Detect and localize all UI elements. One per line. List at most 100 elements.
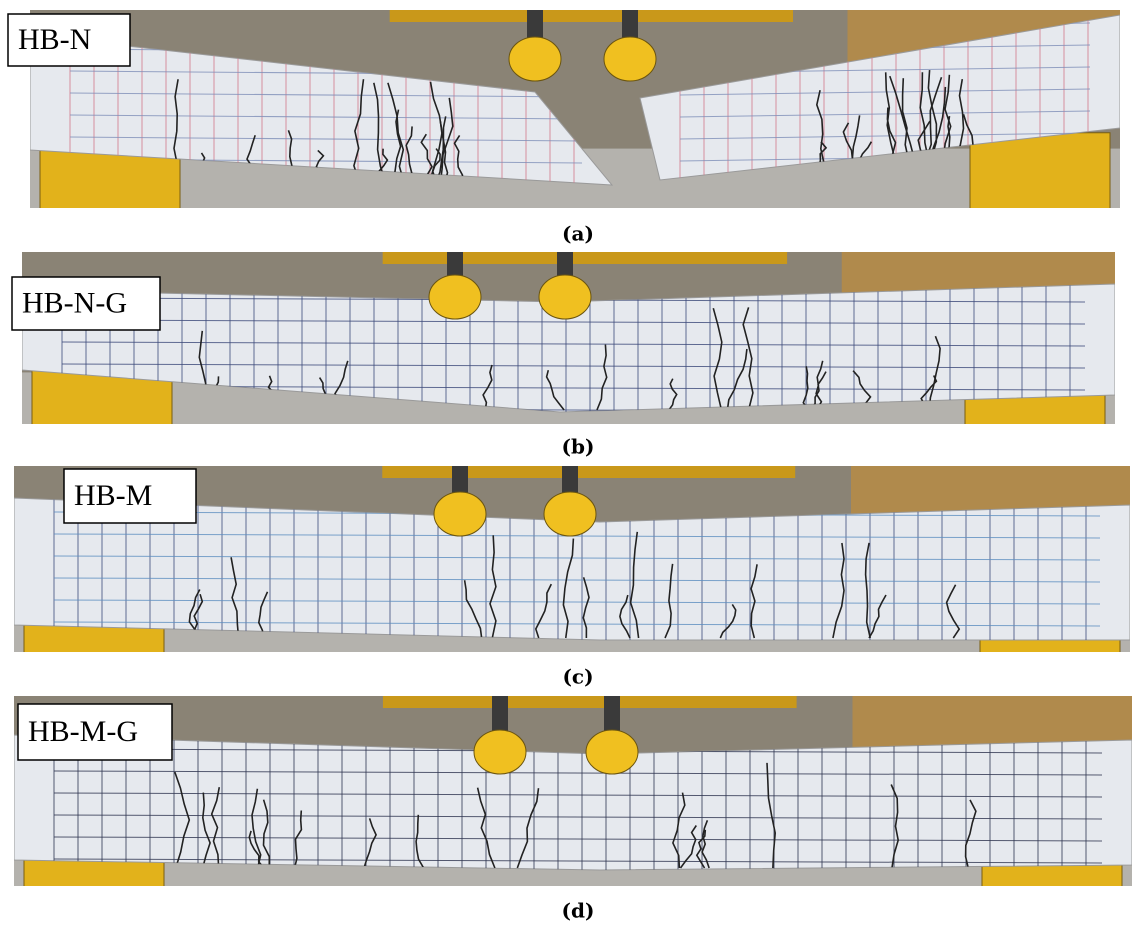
panel-label: HB-M (74, 479, 152, 512)
support (969, 132, 1111, 208)
grid-line (679, 110, 1091, 118)
crack (534, 583, 553, 639)
crack (750, 564, 758, 639)
panel-caption: (a) (562, 222, 594, 246)
load-head (473, 729, 527, 775)
crack (174, 771, 191, 869)
crack (582, 577, 590, 639)
crack (545, 370, 565, 411)
beam (639, 14, 1120, 181)
load-head (585, 729, 639, 775)
crack (353, 79, 365, 184)
crack (463, 580, 483, 639)
crack (945, 584, 961, 639)
grid-line (53, 577, 1101, 583)
panel-caption: (b) (562, 435, 595, 459)
crack (373, 82, 387, 184)
load-head (508, 36, 562, 82)
crack (439, 97, 454, 184)
grid-line (53, 792, 1103, 798)
crack (726, 348, 748, 411)
crack (434, 116, 447, 184)
crack (719, 603, 737, 639)
load-head (543, 491, 597, 537)
crack (392, 109, 402, 184)
crack (766, 762, 777, 869)
crack (619, 594, 631, 639)
load-head (428, 274, 482, 320)
crack (476, 787, 496, 869)
crack (453, 134, 464, 184)
crack (596, 344, 608, 411)
grid-line (53, 555, 1101, 561)
crack (363, 818, 377, 869)
label-box (17, 703, 173, 761)
crack (210, 787, 221, 869)
crack (928, 335, 941, 411)
grid (53, 735, 1103, 870)
crack (864, 542, 871, 639)
crack (868, 594, 887, 639)
panel-label: HB-N (18, 23, 91, 56)
panel-label: HB-M-G (28, 715, 138, 748)
panel-label: HB-N-G (22, 286, 127, 319)
grid-line (53, 858, 1103, 864)
crack (516, 788, 540, 869)
panel-caption: (d) (562, 899, 595, 923)
crack (964, 799, 977, 869)
grid-line (61, 341, 1086, 347)
beam (14, 497, 1130, 641)
grid-line (53, 770, 1103, 776)
crack (890, 784, 900, 869)
crack (802, 366, 810, 411)
photo (30, 10, 1120, 208)
load-head (433, 491, 487, 537)
crack (664, 563, 674, 639)
photo (14, 466, 1130, 652)
crack (809, 371, 827, 411)
crack (428, 81, 443, 184)
grid-line (69, 92, 583, 98)
grid-line (53, 599, 1101, 605)
crack (562, 538, 575, 639)
grid-line (679, 88, 1091, 96)
frame (389, 10, 793, 22)
load-head (538, 274, 592, 320)
load-head (603, 36, 657, 82)
grid-line (61, 363, 1086, 369)
photo (14, 696, 1132, 886)
label-box (7, 13, 131, 67)
grid-line (61, 319, 1086, 325)
crack (415, 814, 425, 869)
crack (489, 535, 497, 639)
crack (712, 307, 723, 411)
frame (382, 466, 796, 478)
crack (672, 792, 686, 869)
label-box (63, 468, 197, 524)
crack (742, 307, 754, 411)
frame (382, 696, 797, 708)
grid-line (69, 114, 583, 120)
crack (679, 825, 697, 869)
frame (382, 252, 788, 264)
grid-line (53, 621, 1101, 627)
crack (251, 788, 262, 869)
crack (482, 364, 493, 411)
crack (701, 820, 710, 869)
crack (262, 799, 271, 869)
crack (201, 792, 211, 869)
grid-line (69, 136, 583, 142)
grid-line (679, 132, 1091, 140)
grid-line (53, 533, 1101, 539)
grid-line (53, 836, 1103, 842)
crack (668, 378, 678, 411)
panel-caption: (c) (562, 665, 593, 689)
crack (257, 591, 269, 639)
crack (387, 82, 405, 184)
crack (832, 542, 845, 639)
crack (230, 557, 240, 639)
grid-line (53, 814, 1103, 820)
crack (293, 810, 303, 869)
crack (629, 531, 640, 639)
